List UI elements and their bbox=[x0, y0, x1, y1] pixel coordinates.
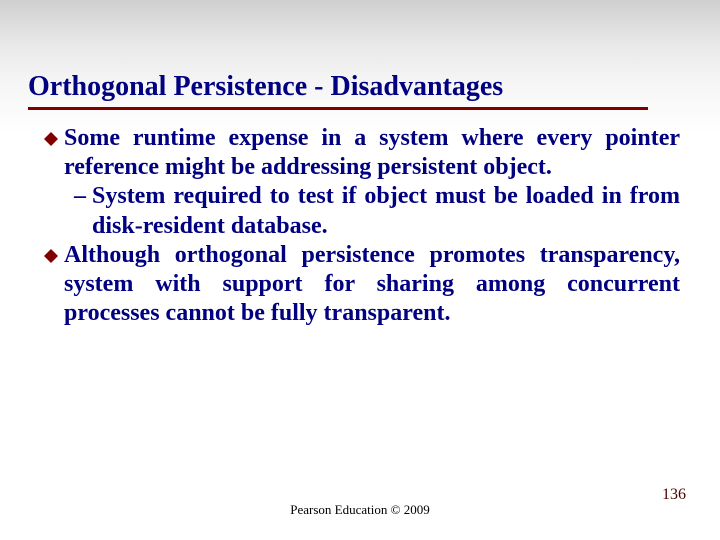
title-block: Orthogonal Persistence - Disadvantages bbox=[0, 0, 720, 110]
slide: Orthogonal Persistence - Disadvantages S… bbox=[0, 0, 720, 540]
bullet-item: Some runtime expense in a system where e… bbox=[44, 124, 680, 183]
sub-bullet-item: – System required to test if object must… bbox=[44, 182, 680, 241]
slide-body: Some runtime expense in a system where e… bbox=[0, 110, 720, 329]
dash-bullet-icon: – bbox=[74, 182, 92, 211]
bullet-item: Although orthogonal persistence promotes… bbox=[44, 241, 680, 329]
slide-title: Orthogonal Persistence - Disadvantages bbox=[28, 72, 680, 103]
page-number: 136 bbox=[662, 486, 686, 504]
bullet-text: Although orthogonal persistence promotes… bbox=[64, 241, 680, 329]
sub-bullet-text: System required to test if object must b… bbox=[92, 182, 680, 241]
bullet-text: Some runtime expense in a system where e… bbox=[64, 124, 680, 183]
diamond-bullet-icon bbox=[44, 132, 58, 146]
footer-credit: Pearson Education © 2009 bbox=[0, 502, 720, 518]
diamond-bullet-icon bbox=[44, 249, 58, 263]
